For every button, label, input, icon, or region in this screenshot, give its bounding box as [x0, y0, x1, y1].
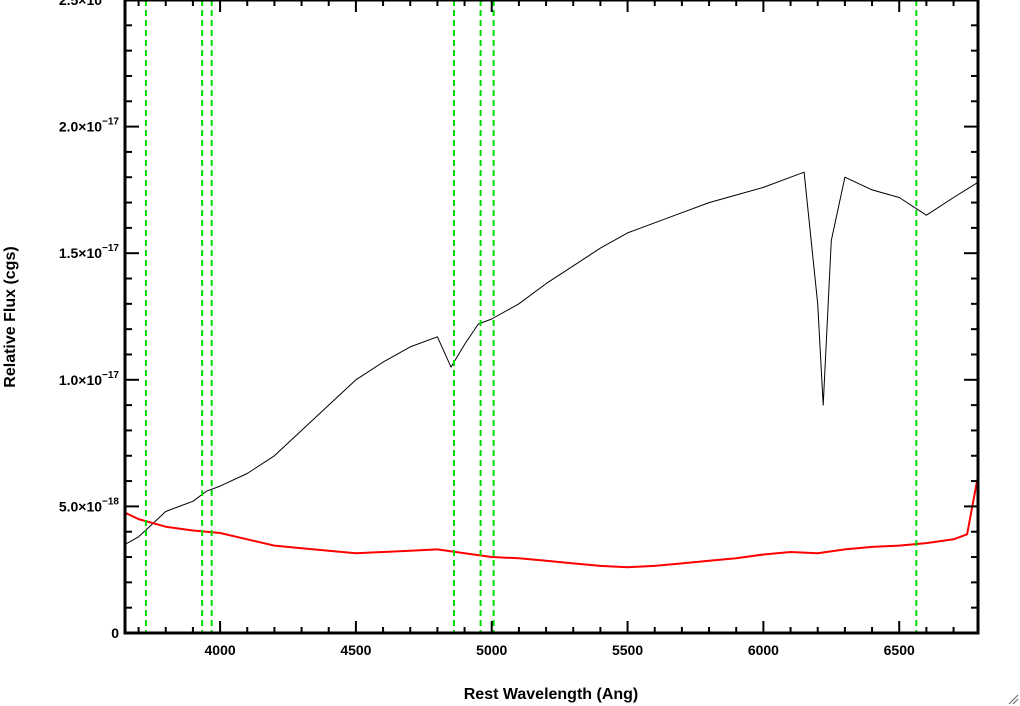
spectra-layer [124, 171, 979, 569]
x-tick-label: 5000 [476, 642, 507, 658]
plot-frame [123, 0, 980, 635]
x-tick-label: 4000 [205, 642, 236, 658]
x-tick-label: 4500 [340, 642, 371, 658]
y-tick-label: 2.5×10−17 [59, 0, 120, 8]
y-tick-label: 2.0×10−17 [59, 117, 120, 135]
x-axis: 4000 4500 5000 5500 6000 6500 [137, 0, 955, 658]
y-tick-label: 1.5×10−17 [59, 243, 120, 261]
emission-line-markers [144, 0, 918, 633]
x-axis-title: Rest Wavelength (Ang) [464, 686, 639, 703]
spectrum-series-2 [124, 475, 979, 569]
resize-grip-icon[interactable] [1008, 694, 1019, 705]
spectrum-series-1 [124, 171, 979, 545]
y-tick-label: 0 [111, 625, 119, 641]
x-tick-label: 6500 [884, 642, 915, 658]
y-tick-label: 5.0×10−18 [59, 496, 120, 514]
x-tick-label: 6000 [748, 642, 779, 658]
y-axis-title: Relative Flux (cgs) [2, 246, 19, 387]
y-tick-label: 1.0×10−17 [59, 370, 120, 388]
x-tick-label: 5500 [612, 642, 643, 658]
y-axis: 0 5.0×10−18 1.0×10−17 1.5×10−17 2.0×10−17 2.5… [59, 0, 978, 641]
plot-border [123, 0, 980, 635]
